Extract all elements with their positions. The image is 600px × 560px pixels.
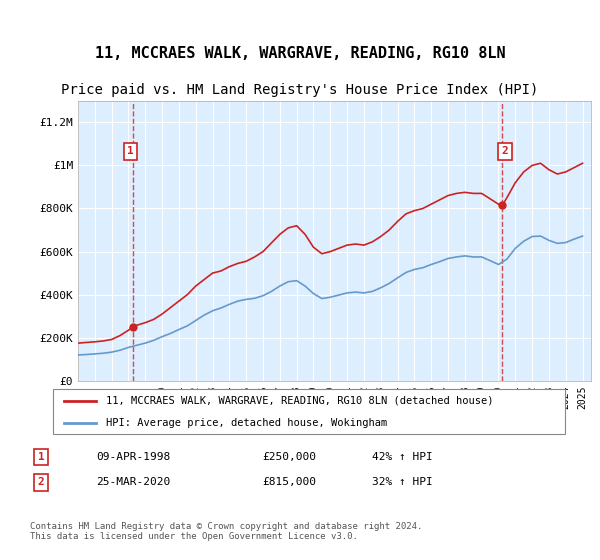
Text: 32% ↑ HPI: 32% ↑ HPI <box>372 478 433 487</box>
Text: £815,000: £815,000 <box>262 478 316 487</box>
Text: HPI: Average price, detached house, Wokingham: HPI: Average price, detached house, Woki… <box>106 418 388 428</box>
Text: 2: 2 <box>38 478 44 487</box>
Text: 1: 1 <box>38 452 44 462</box>
Text: 11, MCCRAES WALK, WARGRAVE, READING, RG10 8LN: 11, MCCRAES WALK, WARGRAVE, READING, RG1… <box>95 46 505 61</box>
Text: 1: 1 <box>127 146 134 156</box>
FancyBboxPatch shape <box>53 389 565 435</box>
Text: 42% ↑ HPI: 42% ↑ HPI <box>372 452 433 462</box>
Text: 25-MAR-2020: 25-MAR-2020 <box>96 478 170 487</box>
Text: Price paid vs. HM Land Registry's House Price Index (HPI): Price paid vs. HM Land Registry's House … <box>61 83 539 97</box>
Text: 09-APR-1998: 09-APR-1998 <box>96 452 170 462</box>
Text: £250,000: £250,000 <box>262 452 316 462</box>
Text: 2: 2 <box>502 146 508 156</box>
Text: Contains HM Land Registry data © Crown copyright and database right 2024.
This d: Contains HM Land Registry data © Crown c… <box>30 522 422 542</box>
Text: 11, MCCRAES WALK, WARGRAVE, READING, RG10 8LN (detached house): 11, MCCRAES WALK, WARGRAVE, READING, RG1… <box>106 395 494 405</box>
